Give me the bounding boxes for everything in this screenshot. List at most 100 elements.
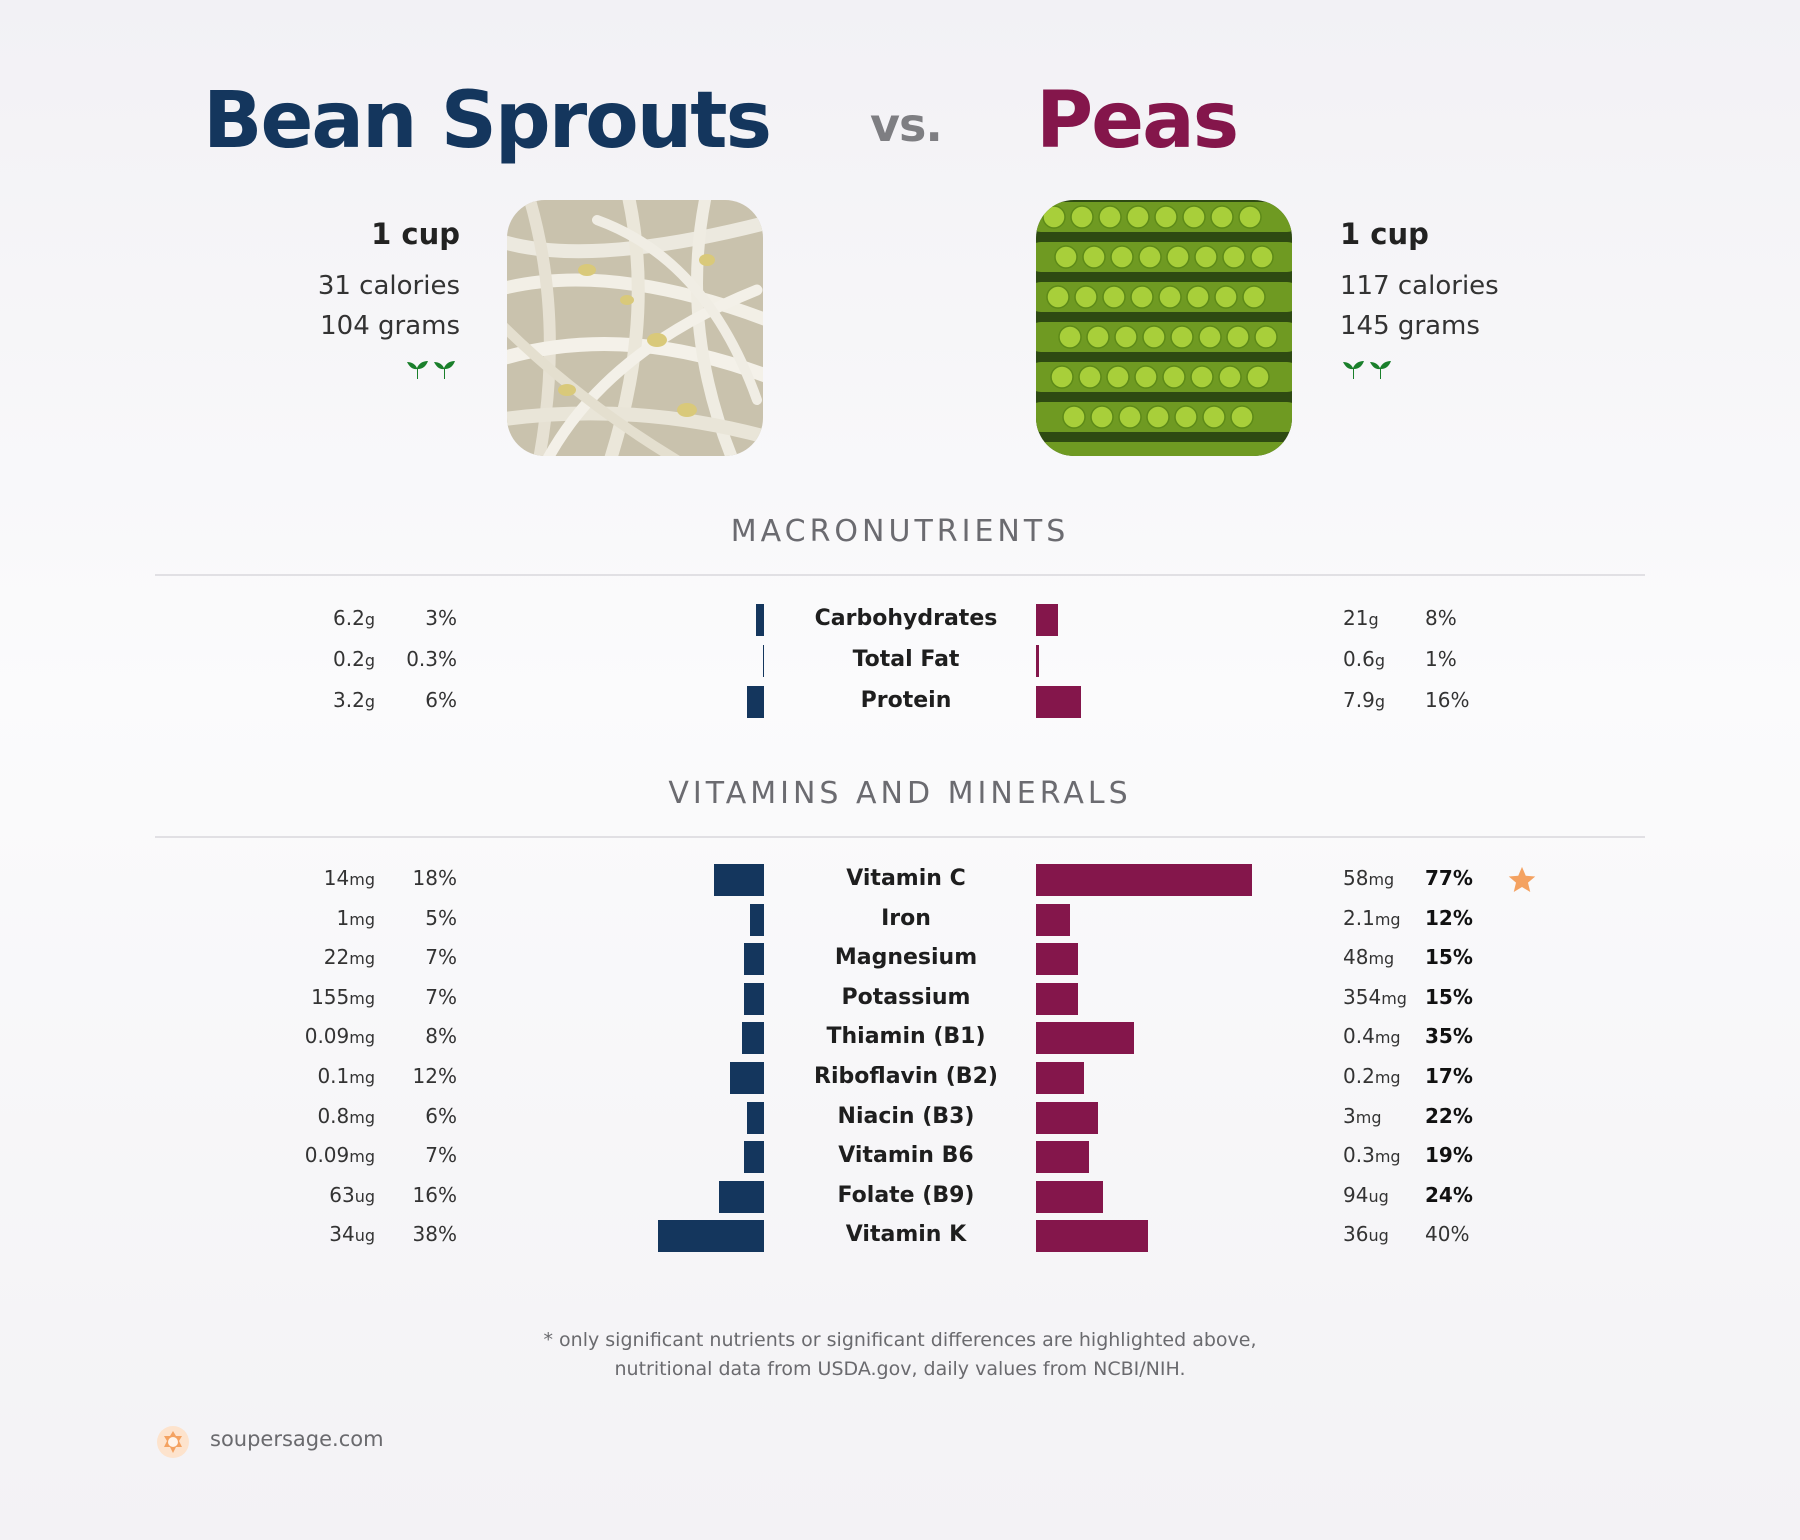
left-amount: 34ug (329, 1222, 375, 1246)
left-bar (657, 1220, 764, 1253)
footnote-line-2: nutritional data from USDA.gov, daily va… (614, 1358, 1186, 1380)
right-calories: 117 calories (1340, 271, 1499, 301)
right-amount: 0.4mg (1343, 1024, 1401, 1048)
left-amount-unit: mg (349, 909, 375, 929)
right-bar (1036, 1101, 1098, 1134)
right-amount-unit: mg (1374, 1147, 1401, 1167)
right-amount: 3mg (1343, 1104, 1381, 1128)
macronutrients-title: MACRONUTRIENTS (730, 514, 1070, 549)
right-bar (1036, 903, 1070, 936)
soupersage-logo-icon (157, 1426, 189, 1458)
left-bar (741, 1022, 764, 1055)
right-serving: 1 cup (1340, 217, 1429, 251)
right-amount-unit: mg (1374, 909, 1401, 929)
brand-link[interactable]: soupersage.com (210, 1427, 384, 1451)
right-amount: 7.9g (1343, 688, 1385, 712)
left-amount: 22mg (324, 945, 375, 969)
right-amount-unit: mg (1368, 870, 1395, 889)
left-percent: 0.3% (406, 647, 457, 671)
left-amount: 63ug (329, 1183, 375, 1207)
left-percent: 3% (425, 606, 457, 630)
right-bar (1036, 943, 1078, 976)
right-bar (1036, 1062, 1084, 1094)
right-amount-unit: g (1374, 651, 1385, 670)
right-percent: 8% (1425, 606, 1457, 630)
right-amount: 48mg (1343, 945, 1394, 969)
left-amount: 0.1mg (317, 1064, 375, 1088)
left-amount-unit: mg (349, 988, 375, 1008)
nutrient-label: Niacin (B3) (837, 1103, 975, 1129)
right-amount-value: 58 (1343, 866, 1369, 890)
left-amount-value: 14 (323, 866, 350, 890)
nutrient-label: Thiamin (B1) (826, 1024, 986, 1050)
sprout-icon (1340, 354, 1499, 394)
right-amount-value: 36 (1343, 1222, 1369, 1247)
left-bar (747, 686, 764, 718)
nutrient-label: Vitamin K (845, 1222, 967, 1248)
left-amount-unit: g (364, 651, 375, 670)
vitamins-minerals-title: VITAMINS AND MINERALS (668, 776, 1132, 811)
nutrient-label: Potassium (841, 984, 971, 1010)
left-bar (719, 1180, 764, 1213)
right-amount-unit: mg (1368, 949, 1395, 969)
nutrient-label: Total Fat (852, 647, 960, 672)
right-bar (1036, 604, 1059, 636)
right-amount-value: 0.4 (1343, 1024, 1375, 1049)
right-amount-value: 48 (1343, 945, 1369, 970)
left-percent: 6% (425, 688, 457, 712)
left-weight: 104 grams (320, 311, 460, 341)
right-amount-unit: ug (1368, 1226, 1389, 1246)
right-amount-value: 7.9 (1343, 688, 1375, 712)
right-amount-unit: ug (1368, 1186, 1389, 1206)
left-percent: 7% (425, 1143, 457, 1168)
nutrient-label: Iron (881, 905, 931, 931)
right-bar (1036, 1141, 1090, 1174)
right-bar (1036, 1180, 1104, 1213)
macronutrients-divider (155, 574, 1645, 576)
right-percent: 12% (1425, 905, 1473, 930)
left-bar (713, 864, 764, 896)
left-amount-unit: ug (354, 1226, 375, 1246)
right-weight: 145 grams (1340, 311, 1480, 341)
right-percent: 22% (1425, 1103, 1473, 1128)
right-amount-unit: mg (1381, 988, 1407, 1008)
bean-sprouts-photo (507, 200, 763, 456)
right-amount: 94ug (1343, 1183, 1389, 1207)
left-percent: 12% (412, 1064, 457, 1088)
right-bar (1036, 645, 1039, 677)
left-percent: 8% (425, 1024, 457, 1049)
right-bar (1036, 1022, 1134, 1055)
right-amount-unit: mg (1374, 1028, 1401, 1048)
right-percent: 40% (1425, 1222, 1470, 1247)
right-percent: 77% (1425, 866, 1473, 890)
right-amount-value: 0.6 (1343, 647, 1375, 671)
left-amount-unit: mg (349, 1147, 375, 1167)
right-amount: 2.1mg (1343, 906, 1401, 930)
right-amount: 0.3mg (1343, 1143, 1401, 1167)
right-amount-value: 2.1 (1343, 905, 1375, 930)
left-amount-value: 6.2 (333, 606, 365, 630)
left-amount: 0.8mg (317, 1104, 375, 1128)
right-percent: 35% (1425, 1024, 1473, 1049)
left-percent: 7% (425, 945, 457, 970)
left-bar (744, 943, 764, 976)
left-amount-value: 1 (336, 905, 350, 930)
left-percent: 38% (412, 1222, 457, 1247)
left-amount: 155mg (311, 985, 375, 1009)
right-bar (1036, 1220, 1148, 1253)
right-percent: 15% (1425, 945, 1473, 970)
right-percent: 1% (1425, 647, 1457, 671)
left-amount-value: 155 (311, 984, 350, 1009)
left-amount-value: 0.09 (304, 1143, 350, 1168)
peas-photo (1036, 200, 1292, 456)
right-amount: 58mg (1343, 866, 1394, 890)
right-amount: 21g (1343, 606, 1379, 630)
left-serving: 1 cup (371, 217, 460, 251)
right-food-title: Peas (1036, 76, 1239, 166)
left-food-title: Bean Sprouts (203, 76, 772, 166)
right-percent: 24% (1425, 1182, 1473, 1207)
right-amount: 354mg (1343, 985, 1407, 1009)
left-percent: 18% (412, 866, 457, 890)
right-bar (1036, 864, 1252, 896)
left-bar (730, 1062, 764, 1094)
